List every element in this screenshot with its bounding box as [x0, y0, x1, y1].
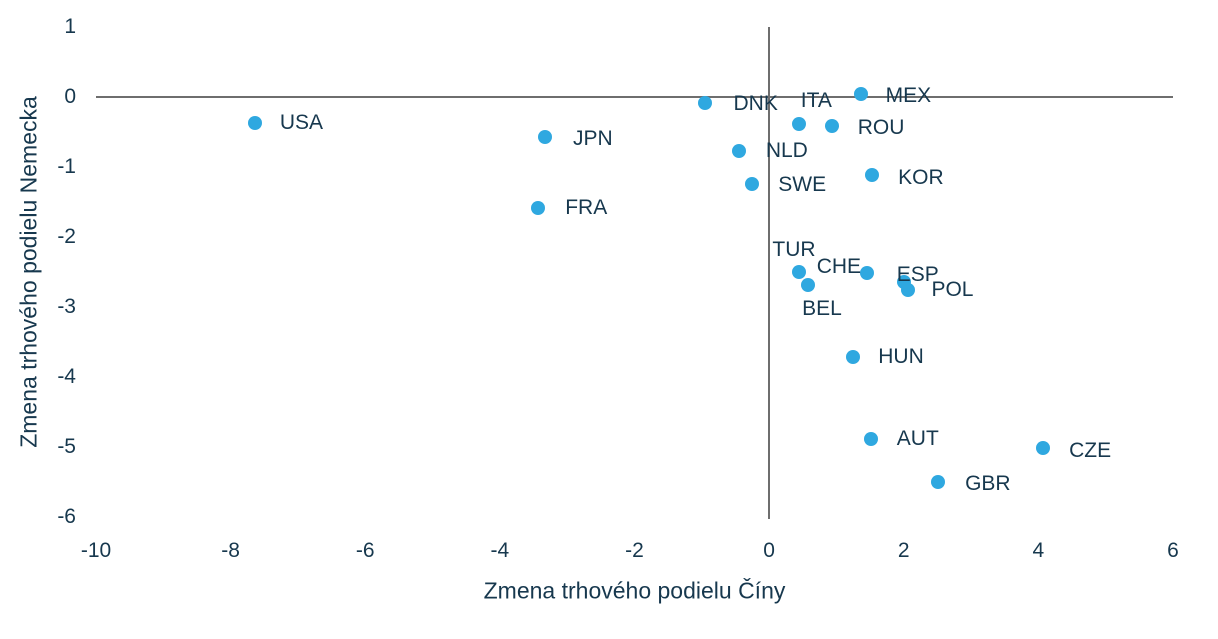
point-label-POL: POL: [931, 278, 974, 302]
x-axis-zero-line: [96, 96, 1173, 98]
x-axis-title: Zmena trhového podielu Číny: [483, 577, 786, 604]
x-tick--10: -10: [80, 539, 112, 562]
data-point-HUN: [846, 350, 861, 365]
x-tick--8: -8: [221, 539, 240, 562]
point-label-HUN: HUN: [878, 345, 924, 369]
y-tick-1: 1: [64, 15, 76, 38]
point-label-AUT: AUT: [896, 427, 939, 451]
y-axis-zero-line: [768, 27, 771, 519]
data-point-GBR: [931, 475, 946, 489]
data-point-FRA: [531, 200, 546, 215]
x-tick-4: 4: [1032, 539, 1045, 562]
data-point-JPN: [537, 129, 552, 144]
data-point-DNK: [697, 95, 712, 110]
y-tick--6: -6: [57, 505, 76, 528]
data-point-KOR: [865, 167, 880, 182]
data-point-SWE: [745, 176, 760, 191]
y-tick--5: -5: [57, 435, 76, 458]
point-label-USA: USA: [279, 110, 324, 134]
y-tick--1: -1: [57, 155, 76, 178]
data-point-POL: [901, 283, 916, 298]
x-tick-0: 0: [763, 539, 775, 562]
x-tick--2: -2: [625, 539, 644, 562]
point-label-JPN: JPN: [572, 126, 613, 150]
point-label-TUR: TUR: [772, 238, 816, 261]
point-label-ESP: ESP: [896, 262, 939, 286]
point-label-ITA: ITA: [800, 89, 832, 113]
x-tick--4: -4: [490, 539, 510, 562]
point-label-KOR: KOR: [898, 165, 944, 189]
x-tick--6: -6: [355, 539, 375, 562]
y-axis-title: Zmena trhového podielu Nemecka: [15, 96, 42, 448]
point-label-MEX: MEX: [885, 84, 932, 108]
y-tick--3: -3: [57, 295, 76, 318]
point-label-SWE: SWE: [778, 172, 827, 196]
data-point-AUT: [863, 432, 878, 447]
data-point-ROU: [824, 119, 839, 134]
x-tick-2: 2: [897, 539, 910, 562]
point-label-FRA: FRA: [565, 195, 608, 219]
data-point-USA: [247, 115, 262, 130]
x-tick-6: 6: [1167, 539, 1179, 562]
point-label-ROU: ROU: [857, 116, 905, 140]
y-tick--4: -4: [57, 365, 76, 388]
y-tick-0: 0: [64, 85, 76, 108]
data-point-CZE: [1036, 440, 1051, 455]
point-label-GBR: GBR: [965, 472, 1011, 495]
data-point-TUR: [792, 265, 807, 279]
data-point-MEX: [853, 87, 868, 102]
point-label-CZE: CZE: [1069, 438, 1112, 462]
y-tick--2: -2: [57, 225, 76, 248]
data-point-BEL: [801, 277, 816, 292]
point-label-BEL: BEL: [802, 296, 842, 320]
data-point-ITA: [791, 117, 806, 132]
point-label-DNK: DNK: [733, 91, 778, 115]
point-label-NLD: NLD: [765, 138, 808, 162]
data-point-CHE: [859, 266, 874, 281]
point-label-CHE: CHE: [816, 255, 862, 279]
data-point-NLD: [731, 143, 746, 158]
